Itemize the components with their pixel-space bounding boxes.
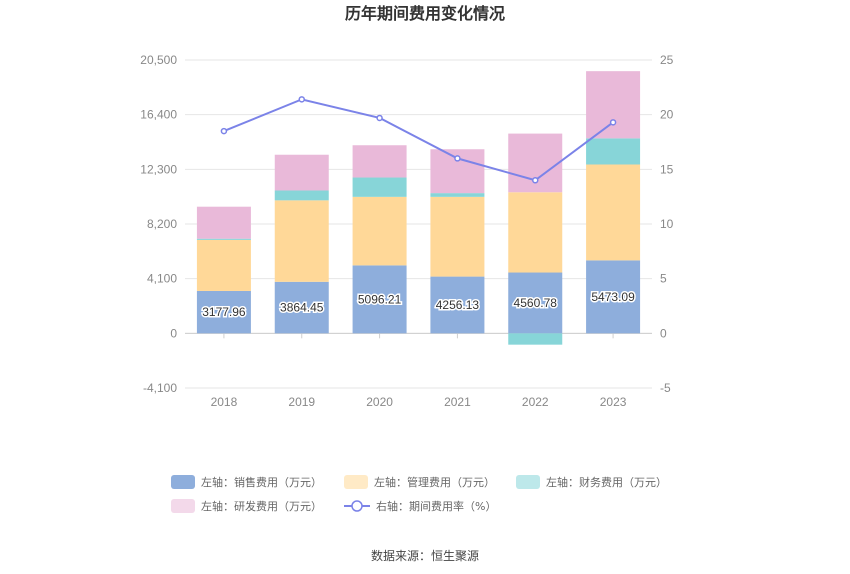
source-note: 数据来源：恒生聚源: [371, 548, 479, 563]
bar-segment: [586, 71, 641, 139]
legend-item-sales[interactable]: 左轴：销售费用（万元）: [171, 475, 322, 489]
bar-segment: [508, 272, 563, 334]
legend-marker-rate: [351, 500, 363, 512]
bar-segment: [508, 333, 563, 345]
bar-segment: [274, 200, 329, 282]
bar-segment: [274, 154, 329, 191]
bar-segment: [352, 265, 407, 334]
left-tick-label: 20,500: [140, 53, 177, 67]
bar-segment: [352, 177, 407, 197]
bar-segment: [430, 196, 485, 277]
bar-segment: [586, 164, 641, 261]
rate-point: [298, 96, 305, 103]
legend-item-finance[interactable]: 左轴：财务费用（万元）: [516, 475, 667, 489]
left-axis-ticks: -4,100 0 4,100 8,200 12,300 16,400 20,500: [140, 53, 177, 395]
bar-segment: [352, 145, 407, 178]
legend-swatch-rnd: [171, 499, 195, 513]
rate-point: [532, 177, 539, 184]
rate-point: [220, 127, 228, 135]
x-tick-label: 2019: [288, 395, 315, 409]
right-tick-label: 0: [660, 326, 667, 340]
bar-segment: [274, 281, 329, 334]
legend-swatch-admin: [344, 475, 368, 489]
legend-label-rate: 右轴：期间费用率（%）: [376, 499, 496, 513]
legend: 左轴：销售费用（万元） 左轴：管理费用（万元） 左轴：财务费用（万元） 左轴：研…: [171, 475, 667, 513]
chart-title: 历年期间费用变化情况: [345, 4, 505, 23]
right-tick-label: 10: [660, 217, 674, 231]
left-tick-label: 16,400: [140, 108, 177, 122]
legend-label-admin: 左轴：管理费用（万元）: [374, 475, 495, 489]
left-tick-label: 0: [170, 326, 177, 340]
legend-label-rnd: 左轴：研发费用（万元）: [201, 499, 322, 513]
sales-data-label: 4560.78: [514, 296, 558, 310]
left-tick-label: 8,200: [147, 217, 177, 231]
bar-segment: [196, 206, 251, 239]
left-tick-label: 12,300: [140, 162, 177, 176]
x-tick-label: 2018: [211, 395, 238, 409]
rate-point: [376, 114, 383, 122]
left-tick-label: 4,100: [147, 272, 177, 286]
left-tick-label: -4,100: [143, 381, 177, 395]
rate-line: [220, 96, 617, 184]
legend-label-sales: 左轴：销售费用（万元）: [201, 475, 322, 489]
right-tick-label: 5: [660, 272, 667, 286]
x-tick-label: 2020: [366, 395, 393, 409]
sales-data-label: 5096.21: [358, 292, 402, 306]
bar-segment: [430, 193, 485, 197]
x-tick-label: 2022: [522, 395, 549, 409]
sales-data-label: 4256.13: [436, 298, 480, 312]
bar-segment: [430, 276, 485, 334]
legend-swatch-sales: [171, 475, 195, 489]
right-tick-label: 15: [660, 162, 674, 176]
data-labels: 3177.96 3864.45 5096.21 4256.13 4560.78 5473.…: [201, 288, 637, 320]
legend-item-rate[interactable]: 右轴：期间费用率（%）: [344, 499, 496, 513]
bar-segment: [352, 196, 407, 266]
bar-segment: [586, 260, 641, 334]
bar-segment: [274, 190, 329, 201]
x-axis-ticks: 2018 2019 2020 2021 2022 2023: [211, 395, 627, 409]
bar-segment: [508, 192, 563, 273]
right-tick-label: -5: [660, 381, 671, 395]
rate-point: [454, 155, 461, 162]
bars: [196, 71, 641, 345]
sales-data-label: 3864.45: [280, 301, 324, 315]
right-tick-label: 25: [660, 53, 674, 67]
bar-segment: [586, 138, 641, 165]
bar-segment: [196, 239, 251, 291]
sales-data-label: 3177.96: [202, 305, 246, 319]
bar-segment: [196, 290, 251, 334]
rate-point: [609, 119, 617, 126]
legend-item-rnd[interactable]: 左轴：研发费用（万元）: [171, 499, 322, 513]
bar-segment: [196, 238, 251, 240]
x-tick-label: 2023: [600, 395, 627, 409]
legend-label-finance: 左轴：财务费用（万元）: [546, 475, 667, 489]
x-tick-label: 2021: [444, 395, 471, 409]
grid-lines: [185, 59, 652, 389]
right-axis-ticks: -5 0 5 10 15 20 25: [660, 53, 674, 395]
legend-swatch-finance: [516, 475, 540, 489]
sales-data-label: 5473.09: [591, 290, 635, 304]
legend-item-admin[interactable]: 左轴：管理费用（万元）: [344, 475, 495, 489]
right-tick-label: 20: [660, 108, 674, 122]
rate-line-path: [223, 98, 614, 182]
